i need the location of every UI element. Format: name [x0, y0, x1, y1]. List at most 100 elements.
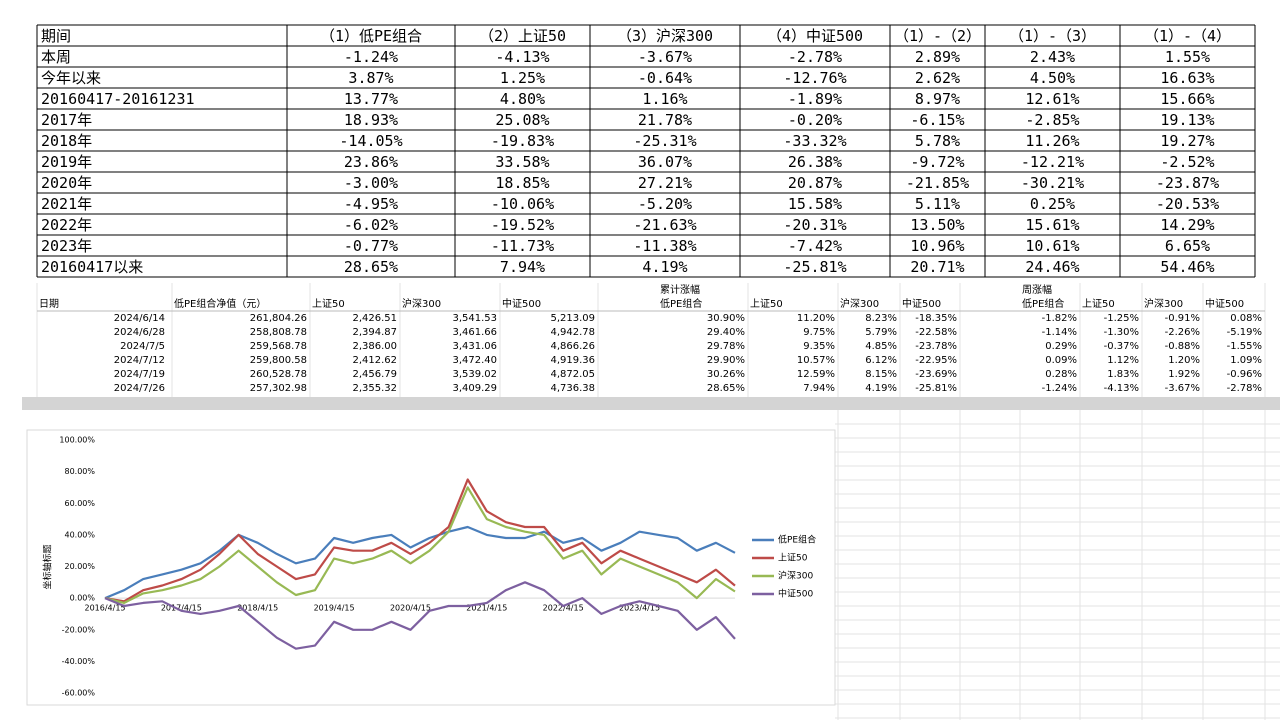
cell-text: -0.91% — [1165, 313, 1200, 324]
cell-text: 33.58% — [495, 153, 549, 171]
cell-text: -9.72% — [910, 153, 964, 171]
cell-text: （1）低PE组合 — [320, 27, 422, 45]
cell-text: 2018年 — [41, 132, 92, 150]
cell-text: 1.20% — [1168, 355, 1200, 366]
cell-text: -18.35% — [915, 313, 957, 324]
cell-text: 1.09% — [1230, 355, 1262, 366]
cell-text: 54.46% — [1160, 258, 1214, 276]
cell-text: -4.13% — [1104, 383, 1139, 394]
cell-text: 5.78% — [915, 132, 960, 150]
cell-text: 3,541.53 — [452, 313, 497, 324]
cell-text: -19.83% — [491, 132, 554, 150]
cell-text: -14.05% — [339, 132, 402, 150]
cell-text: -33.32% — [783, 132, 846, 150]
cell-text: 3,539.02 — [452, 369, 497, 380]
cell-text: -1.14% — [1042, 327, 1077, 338]
cell-text: -2.85% — [1025, 111, 1079, 129]
cell-text: -3.67% — [638, 48, 692, 66]
cell-text: -0.64% — [638, 69, 692, 87]
cell-text: 2022年 — [41, 216, 92, 234]
legend-label: 低PE组合 — [778, 534, 816, 546]
cell-text: 29.90% — [707, 355, 745, 366]
cell-text: 259,568.78 — [250, 341, 307, 352]
cell-text: 4,919.36 — [550, 355, 595, 366]
cell-text: 259,800.58 — [250, 355, 307, 366]
cell-text: 13.77% — [344, 90, 398, 108]
cell-text: 3,409.29 — [452, 383, 497, 394]
cell-text: 28.65% — [707, 383, 745, 394]
cell-text: 4,866.26 — [550, 341, 595, 352]
cell-text: 18.85% — [495, 174, 549, 192]
x-tick-label: 2018/4/15 — [237, 604, 278, 613]
cell-text: -23.78% — [915, 341, 957, 352]
series-line — [104, 525, 736, 600]
cell-text: 15.58% — [788, 195, 842, 213]
cell-text: 2024/7/19 — [114, 369, 165, 380]
cell-text: 6.12% — [865, 355, 897, 366]
column-header: 中证500 — [902, 297, 941, 310]
column-header: 沪深300 — [402, 297, 441, 310]
cell-text: 27.21% — [638, 174, 692, 192]
cell-text: -7.42% — [788, 237, 842, 255]
cell-text: 2,386.00 — [352, 341, 397, 352]
cell-text: -6.02% — [344, 216, 398, 234]
series-line — [104, 581, 736, 650]
cell-text: 0.25% — [1030, 195, 1075, 213]
chart-frame — [26, 429, 836, 706]
x-tick-label: 2022/4/15 — [543, 604, 584, 613]
cell-text: 2.62% — [915, 69, 960, 87]
cell-text: 5.11% — [915, 195, 960, 213]
cell-text: -12.21% — [1021, 153, 1084, 171]
cell-text: 9.35% — [803, 341, 835, 352]
cell-text: （4）中证500 — [767, 27, 863, 45]
cell-text: 257,302.98 — [250, 383, 307, 394]
cell-text: -1.24% — [1042, 383, 1077, 394]
cell-text: 12.61% — [1025, 90, 1079, 108]
cell-text: 15.61% — [1025, 216, 1079, 234]
cell-text: 8.97% — [915, 90, 960, 108]
cell-text: 20.87% — [788, 174, 842, 192]
cell-text: 10.57% — [797, 355, 835, 366]
series-line — [104, 478, 736, 603]
cell-text: -2.26% — [1165, 327, 1200, 338]
column-header: 低PE组合净值（元） — [174, 297, 266, 310]
cell-text: 8.15% — [865, 369, 897, 380]
cell-text: -12.76% — [783, 69, 846, 87]
cell-text: -2.52% — [1160, 153, 1214, 171]
cell-text: 1.92% — [1168, 369, 1200, 380]
legend-label: 中证500 — [778, 588, 813, 600]
y-tick-label: 80.00% — [64, 467, 95, 476]
cell-text: -1.30% — [1104, 327, 1139, 338]
cell-text: （1）-（2） — [894, 27, 981, 45]
cell-text: 本周 — [41, 48, 71, 66]
y-axis-title: 坐标轴标题 — [42, 544, 54, 589]
cell-text: -5.19% — [1227, 327, 1262, 338]
cell-text: 19.13% — [1160, 111, 1214, 129]
cell-text: -30.21% — [1021, 174, 1084, 192]
cell-text: -19.52% — [491, 216, 554, 234]
cell-text: 2023年 — [41, 237, 92, 255]
cell-text: 2,355.32 — [352, 383, 397, 394]
cell-text: -6.15% — [910, 111, 964, 129]
cell-text: -1.82% — [1042, 313, 1077, 324]
cell-text: 258,808.78 — [250, 327, 307, 338]
legend-label: 沪深300 — [778, 570, 813, 582]
y-tick-label: 100.00% — [59, 436, 95, 445]
cell-text: -20.31% — [783, 216, 846, 234]
cell-text: -23.87% — [1156, 174, 1219, 192]
cell-text: 2024/7/5 — [120, 341, 165, 352]
cell-text: 28.65% — [344, 258, 398, 276]
cell-text: -11.38% — [633, 237, 696, 255]
cell-text: 1.83% — [1107, 369, 1139, 380]
cell-text: 4.19% — [642, 258, 687, 276]
cell-text: （1）-（4） — [1144, 27, 1231, 45]
cell-text: 5,213.09 — [550, 313, 595, 324]
row-band — [22, 397, 1280, 410]
cell-text: -22.58% — [915, 327, 957, 338]
cell-text: 4,942.78 — [550, 327, 595, 338]
x-tick-label: 2021/4/15 — [466, 604, 507, 613]
y-tick-label: 60.00% — [64, 499, 95, 508]
column-header: 低PE组合 — [1022, 297, 1064, 310]
x-tick-label: 2017/4/15 — [161, 604, 202, 613]
